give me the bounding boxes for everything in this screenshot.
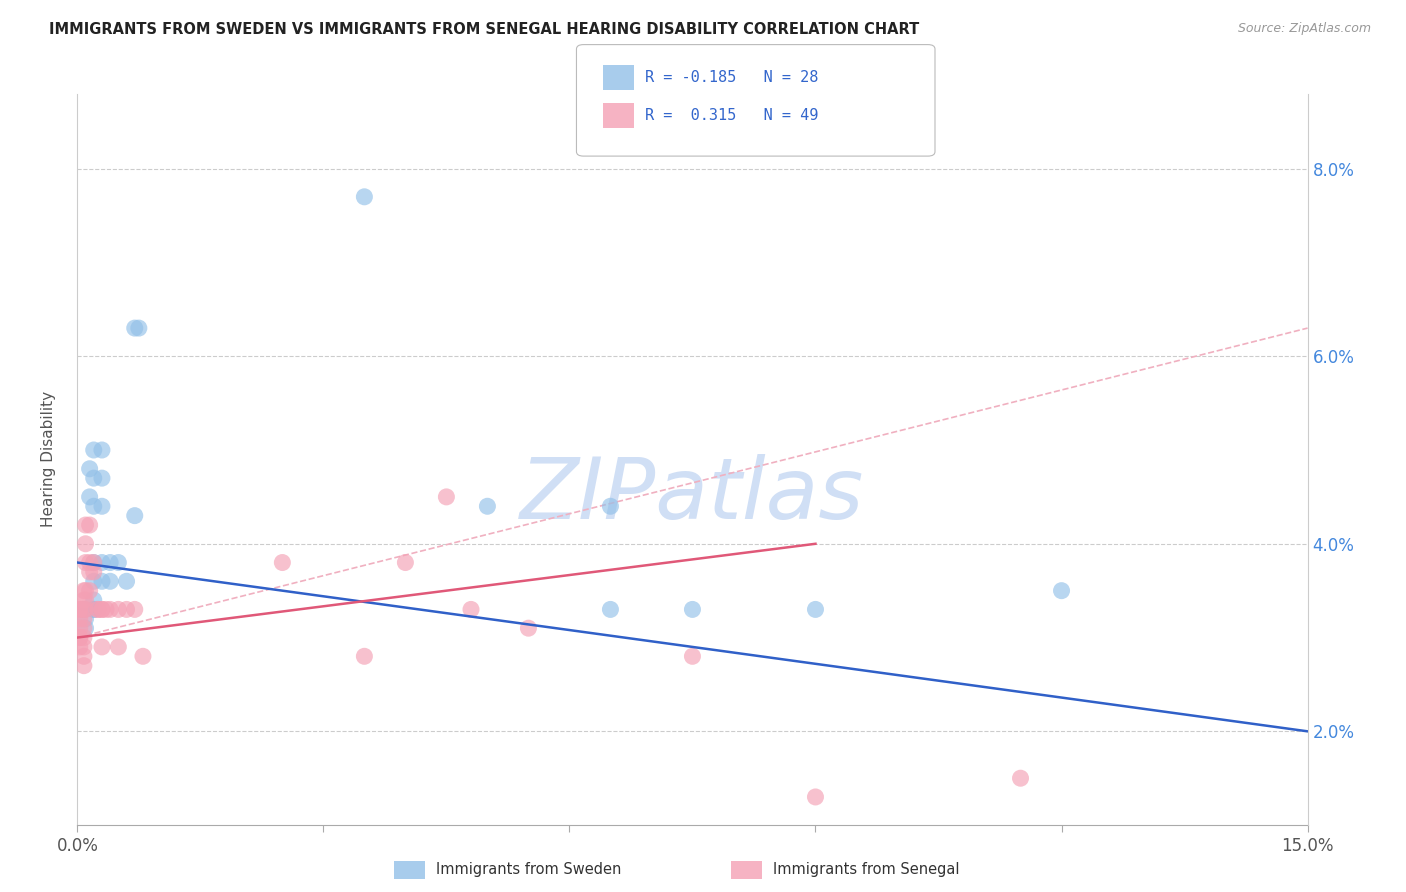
Point bbox=[124, 602, 146, 616]
Point bbox=[83, 556, 105, 570]
Point bbox=[353, 649, 375, 664]
Point bbox=[83, 565, 105, 579]
Point bbox=[1010, 771, 1032, 785]
Point bbox=[83, 471, 105, 485]
Point bbox=[271, 556, 294, 570]
Point bbox=[87, 602, 110, 616]
Point bbox=[132, 649, 155, 664]
Text: Source: ZipAtlas.com: Source: ZipAtlas.com bbox=[1237, 22, 1371, 36]
Point bbox=[98, 556, 121, 570]
Point bbox=[804, 602, 827, 616]
Point bbox=[73, 593, 96, 607]
Point bbox=[79, 565, 101, 579]
Point bbox=[115, 574, 138, 589]
Point bbox=[69, 631, 91, 645]
Point bbox=[75, 612, 97, 626]
Point bbox=[75, 593, 97, 607]
Point bbox=[73, 612, 96, 626]
Y-axis label: Hearing Disability: Hearing Disability bbox=[42, 392, 56, 527]
Point bbox=[124, 321, 146, 335]
Point bbox=[98, 574, 121, 589]
Point bbox=[69, 602, 91, 616]
Point bbox=[83, 556, 105, 570]
Point bbox=[90, 471, 114, 485]
Point bbox=[90, 500, 114, 514]
Point bbox=[90, 602, 114, 616]
Point bbox=[599, 500, 621, 514]
Text: Immigrants from Sweden: Immigrants from Sweden bbox=[436, 863, 621, 877]
Point bbox=[87, 602, 110, 616]
Point bbox=[436, 490, 458, 504]
Point bbox=[79, 462, 101, 476]
Point bbox=[83, 442, 105, 457]
Point bbox=[90, 574, 114, 589]
Point bbox=[90, 442, 114, 457]
Point bbox=[73, 583, 96, 598]
Point bbox=[73, 658, 96, 673]
Point bbox=[599, 602, 621, 616]
Point bbox=[73, 631, 96, 645]
Point bbox=[75, 556, 97, 570]
Point bbox=[75, 537, 97, 551]
Point bbox=[115, 602, 138, 616]
Point bbox=[73, 602, 96, 616]
Point bbox=[98, 602, 121, 616]
Point bbox=[353, 190, 375, 204]
Point bbox=[75, 583, 97, 598]
Text: R =  0.315   N = 49: R = 0.315 N = 49 bbox=[645, 108, 818, 122]
Point bbox=[460, 602, 482, 616]
Point bbox=[124, 508, 146, 523]
Point bbox=[94, 602, 117, 616]
Point bbox=[73, 640, 96, 654]
Point bbox=[128, 321, 150, 335]
Point bbox=[83, 593, 105, 607]
Point bbox=[73, 602, 96, 616]
Point bbox=[75, 621, 97, 635]
Point bbox=[83, 574, 105, 589]
Point bbox=[75, 602, 97, 616]
Text: ZIPatlas: ZIPatlas bbox=[520, 454, 865, 538]
Point bbox=[107, 640, 129, 654]
Point bbox=[1050, 583, 1073, 598]
Point bbox=[90, 556, 114, 570]
Point bbox=[83, 602, 105, 616]
Point bbox=[73, 621, 96, 635]
Point bbox=[107, 556, 129, 570]
Point bbox=[682, 649, 704, 664]
Text: R = -0.185   N = 28: R = -0.185 N = 28 bbox=[645, 70, 818, 85]
Point bbox=[804, 789, 827, 804]
Point bbox=[682, 602, 704, 616]
Point bbox=[79, 490, 101, 504]
Point bbox=[69, 612, 91, 626]
Point bbox=[394, 556, 416, 570]
Point bbox=[83, 500, 105, 514]
Point bbox=[83, 602, 105, 616]
Point bbox=[79, 583, 101, 598]
Point bbox=[69, 602, 91, 616]
Point bbox=[477, 500, 499, 514]
Point bbox=[79, 518, 101, 533]
Text: IMMIGRANTS FROM SWEDEN VS IMMIGRANTS FROM SENEGAL HEARING DISABILITY CORRELATION: IMMIGRANTS FROM SWEDEN VS IMMIGRANTS FRO… bbox=[49, 22, 920, 37]
Point bbox=[79, 556, 101, 570]
Point bbox=[90, 640, 114, 654]
Point bbox=[75, 518, 97, 533]
Point bbox=[69, 621, 91, 635]
Point bbox=[517, 621, 540, 635]
Point bbox=[69, 640, 91, 654]
Point bbox=[69, 631, 91, 645]
Text: Immigrants from Senegal: Immigrants from Senegal bbox=[773, 863, 960, 877]
Point bbox=[73, 649, 96, 664]
Point bbox=[90, 602, 114, 616]
Point bbox=[107, 602, 129, 616]
